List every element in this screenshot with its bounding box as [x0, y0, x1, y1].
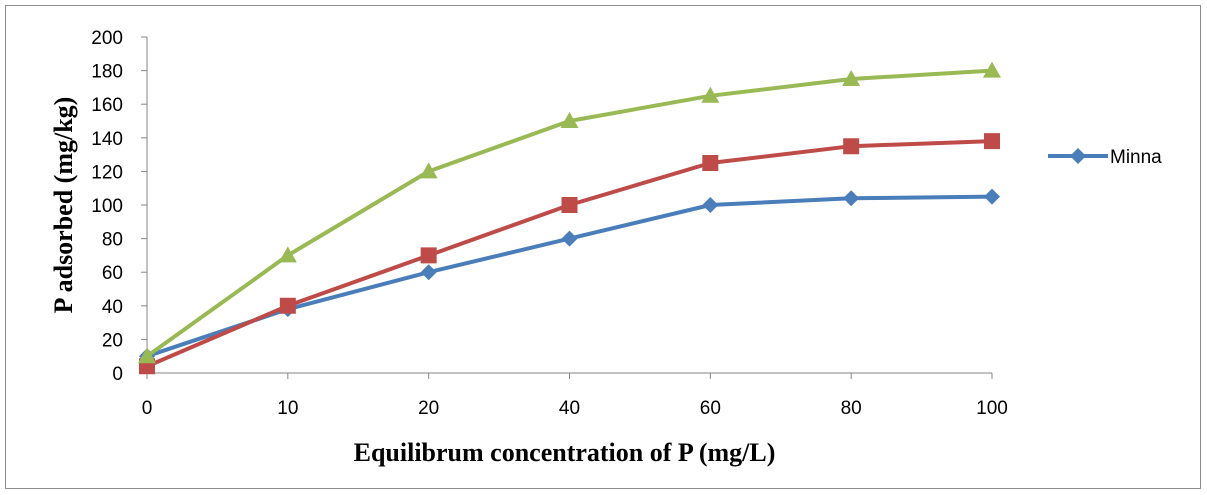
- data-point-square: [420, 247, 437, 264]
- data-point-triangle: [419, 162, 438, 179]
- data-point-square: [843, 138, 860, 155]
- data-point-triangle: [278, 246, 297, 263]
- data-point-triangle: [983, 61, 1001, 78]
- x-tick-label: 80: [841, 398, 862, 419]
- data-point-diamond: [843, 190, 860, 207]
- data-point-square: [984, 133, 1000, 150]
- series-line: [145, 139, 994, 369]
- data-point-triangle: [560, 112, 579, 128]
- data-point-square: [279, 297, 296, 314]
- series-minna: [139, 188, 1000, 365]
- series-2: [139, 133, 1000, 375]
- x-tick-label: 40: [559, 398, 580, 419]
- y-tick-label: 120: [91, 162, 123, 183]
- x-axis-ticks: 0 10 20 40 60 80 100: [142, 373, 1008, 419]
- series-line: [145, 194, 994, 359]
- y-tick-label: 60: [102, 263, 123, 284]
- y-tick-label: 100: [91, 196, 123, 217]
- data-point-diamond: [984, 188, 1000, 205]
- data-point-diamond: [561, 230, 578, 247]
- data-point-triangle: [842, 70, 861, 86]
- legend-marker-minna: [1070, 148, 1086, 164]
- chart-frame: [5, 5, 1201, 489]
- y-tick-label: 200: [91, 28, 123, 49]
- data-point-diamond: [420, 264, 437, 281]
- y-tick-label: 80: [102, 230, 123, 251]
- x-tick-label: 10: [277, 398, 298, 419]
- data-point-square: [702, 155, 719, 171]
- y-tick-label: 20: [102, 330, 123, 351]
- x-axis-title: Equilibrum concentration of P (mg/L): [354, 438, 776, 467]
- y-tick-label: 140: [91, 129, 123, 150]
- data-point-square: [561, 197, 578, 213]
- series-3: [138, 61, 1001, 364]
- y-tick-label: 160: [91, 95, 123, 116]
- data-point-diamond: [702, 197, 719, 213]
- data-point-triangle: [138, 347, 156, 364]
- y-tick-label: 0: [112, 364, 123, 385]
- y-tick-label: 40: [102, 297, 123, 318]
- data-point-triangle: [701, 86, 720, 103]
- x-tick-label: 20: [418, 398, 439, 419]
- x-tick-label: 60: [700, 398, 721, 419]
- x-tick-label: 100: [976, 398, 1008, 419]
- series-group: [138, 61, 1001, 375]
- legend: Minna: [1048, 147, 1162, 168]
- legend-label-minna: Minna: [1110, 147, 1162, 168]
- y-axis-ticks: 0 20 40 60 80 100 120 140 160 180 200: [91, 28, 147, 385]
- x-tick-label: 0: [142, 398, 153, 419]
- y-tick-label: 180: [91, 62, 123, 83]
- y-axis-title: P adsorbed (mg/kg): [49, 97, 78, 314]
